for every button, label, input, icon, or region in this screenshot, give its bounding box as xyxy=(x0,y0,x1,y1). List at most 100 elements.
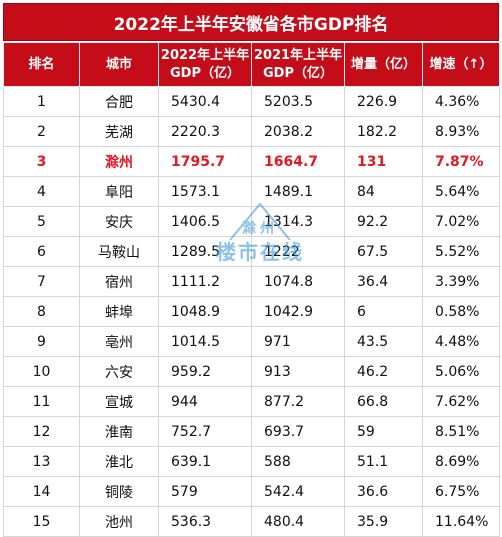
cell-city: 淮北 xyxy=(79,446,159,477)
table-row: 3 滁州 1795.7 1664.7 131 7.87% xyxy=(3,146,500,177)
cell-increase: 131 xyxy=(344,146,423,177)
cell-growth: 0.58% xyxy=(422,296,500,327)
table-row: 5 安庆 1406.5 1314.3 92.2 7.02% xyxy=(3,206,500,237)
header-growth: 增速（↑） xyxy=(422,42,500,87)
cell-rank: 2 xyxy=(3,116,80,147)
cell-gdp2021: 588 xyxy=(251,446,345,477)
cell-gdp2022: 1014.5 xyxy=(158,326,252,357)
cell-increase: 66.8 xyxy=(344,386,423,417)
cell-gdp2021: 877.2 xyxy=(251,386,345,417)
cell-growth: 3.39% xyxy=(422,266,500,297)
cell-gdp2021: 480.4 xyxy=(251,506,345,537)
cell-city: 马鞍山 xyxy=(79,236,159,267)
gdp-ranking-sheet: 2022年上半年安徽省各市GDP排名 排名 城市 2022年上半年 GDP（亿）… xyxy=(3,3,500,537)
cell-increase: 67.5 xyxy=(344,236,423,267)
table-title: 2022年上半年安徽省各市GDP排名 xyxy=(3,3,499,41)
cell-increase: 92.2 xyxy=(344,206,423,237)
cell-growth: 6.75% xyxy=(422,476,500,507)
table-body: 1 合肥 5430.4 5203.5 226.9 4.36% 2 芜湖 2220.3 2038.2… xyxy=(3,86,500,537)
cell-increase: 36.6 xyxy=(344,476,423,507)
cell-rank: 11 xyxy=(3,386,80,417)
cell-growth: 4.48% xyxy=(422,326,500,357)
cell-gdp2021: 913 xyxy=(251,356,345,387)
cell-rank: 7 xyxy=(3,266,80,297)
cell-increase: 46.2 xyxy=(344,356,423,387)
cell-growth: 8.51% xyxy=(422,416,500,447)
table-row: 13 淮北 639.1 588 51.1 8.69% xyxy=(3,446,500,477)
cell-rank: 12 xyxy=(3,416,80,447)
cell-growth: 7.02% xyxy=(422,206,500,237)
cell-city: 滁州 xyxy=(79,146,159,177)
table-row: 2 芜湖 2220.3 2038.2 182.2 8.93% xyxy=(3,116,500,147)
cell-growth: 11.64% xyxy=(422,506,500,537)
header-gdp-2022-line1: 2022年上半年 xyxy=(160,47,250,63)
cell-rank: 6 xyxy=(3,236,80,267)
cell-gdp2021: 1074.8 xyxy=(251,266,345,297)
cell-gdp2021: 1314.3 xyxy=(251,206,345,237)
cell-growth: 5.64% xyxy=(422,176,500,207)
cell-gdp2021: 1042.9 xyxy=(251,296,345,327)
cell-gdp2022: 944 xyxy=(158,386,252,417)
cell-city: 阜阳 xyxy=(79,176,159,207)
cell-increase: 6 xyxy=(344,296,423,327)
header-gdp-2021: 2021年上半年 GDP（亿） xyxy=(251,42,345,87)
gdp-table: 排名 城市 2022年上半年 GDP（亿） 2021年上半年 GDP（亿） 增量… xyxy=(3,42,500,537)
header-gdp-2022-line2: GDP（亿） xyxy=(170,65,240,81)
table-row: 1 合肥 5430.4 5203.5 226.9 4.36% xyxy=(3,86,500,117)
cell-gdp2022: 5430.4 xyxy=(158,86,252,117)
header-row: 排名 城市 2022年上半年 GDP（亿） 2021年上半年 GDP（亿） 增量… xyxy=(3,42,500,87)
header-gdp-2021-line2: GDP（亿） xyxy=(263,65,333,81)
cell-city: 淮南 xyxy=(79,416,159,447)
cell-rank: 5 xyxy=(3,206,80,237)
cell-gdp2022: 2220.3 xyxy=(158,116,252,147)
cell-rank: 15 xyxy=(3,506,80,537)
table-row: 14 铜陵 579 542.4 36.6 6.75% xyxy=(3,476,500,507)
cell-city: 宿州 xyxy=(79,266,159,297)
cell-increase: 51.1 xyxy=(344,446,423,477)
cell-gdp2022: 752.7 xyxy=(158,416,252,447)
table-row: 8 蚌埠 1048.9 1042.9 6 0.58% xyxy=(3,296,500,327)
cell-increase: 43.5 xyxy=(344,326,423,357)
cell-growth: 5.52% xyxy=(422,236,500,267)
cell-gdp2021: 971 xyxy=(251,326,345,357)
cell-increase: 226.9 xyxy=(344,86,423,117)
cell-rank: 4 xyxy=(3,176,80,207)
table-row: 10 六安 959.2 913 46.2 5.06% xyxy=(3,356,500,387)
table-row: 9 亳州 1014.5 971 43.5 4.48% xyxy=(3,326,500,357)
cell-city: 芜湖 xyxy=(79,116,159,147)
header-city: 城市 xyxy=(79,42,159,87)
cell-growth: 7.62% xyxy=(422,386,500,417)
cell-gdp2021: 693.7 xyxy=(251,416,345,447)
table-row: 7 宿州 1111.2 1074.8 36.4 3.39% xyxy=(3,266,500,297)
cell-gdp2022: 1111.2 xyxy=(158,266,252,297)
cell-gdp2021: 1222 xyxy=(251,236,345,267)
table-row: 4 阜阳 1573.1 1489.1 84 5.64% xyxy=(3,176,500,207)
table-row: 12 淮南 752.7 693.7 59 8.51% xyxy=(3,416,500,447)
cell-rank: 1 xyxy=(3,86,80,117)
cell-growth: 4.36% xyxy=(422,86,500,117)
cell-rank: 13 xyxy=(3,446,80,477)
cell-gdp2022: 536.3 xyxy=(158,506,252,537)
cell-growth: 8.69% xyxy=(422,446,500,477)
cell-gdp2021: 1489.1 xyxy=(251,176,345,207)
cell-increase: 35.9 xyxy=(344,506,423,537)
header-increase: 增量（亿） xyxy=(344,42,423,87)
cell-rank: 3 xyxy=(3,146,80,177)
cell-gdp2021: 1664.7 xyxy=(251,146,345,177)
header-rank: 排名 xyxy=(3,42,80,87)
cell-gdp2022: 1406.5 xyxy=(158,206,252,237)
cell-gdp2022: 1795.7 xyxy=(158,146,252,177)
cell-city: 六安 xyxy=(79,356,159,387)
cell-gdp2022: 959.2 xyxy=(158,356,252,387)
table-row: 15 池州 536.3 480.4 35.9 11.64% xyxy=(3,506,500,537)
cell-gdp2021: 2038.2 xyxy=(251,116,345,147)
cell-growth: 5.06% xyxy=(422,356,500,387)
cell-rank: 14 xyxy=(3,476,80,507)
cell-city: 蚌埠 xyxy=(79,296,159,327)
cell-city: 亳州 xyxy=(79,326,159,357)
cell-growth: 8.93% xyxy=(422,116,500,147)
cell-gdp2022: 579 xyxy=(158,476,252,507)
cell-city: 池州 xyxy=(79,506,159,537)
cell-gdp2022: 1048.9 xyxy=(158,296,252,327)
cell-gdp2021: 542.4 xyxy=(251,476,345,507)
